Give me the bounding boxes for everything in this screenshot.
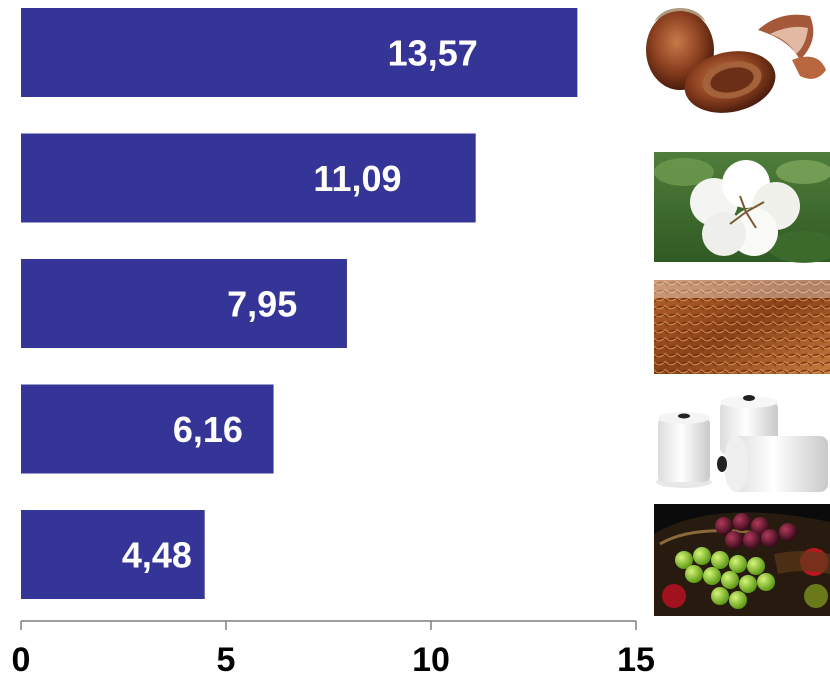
bar-0 (21, 8, 578, 97)
bar-2 (21, 259, 347, 348)
yarn-spools-image (654, 390, 830, 496)
cotton-image (654, 152, 830, 263)
x-axis-ticks: 0 5 10 15 (12, 621, 655, 675)
bar-1 (21, 133, 476, 223)
x-axis-tick-label: 0 (12, 641, 31, 675)
bar-value-labels: 13,57 11,09 7,95 6,16 4,48 (122, 33, 478, 576)
bar-value-label: 13,57 (388, 33, 478, 74)
hazelnut-image (640, 0, 830, 118)
bar-3 (21, 384, 274, 474)
bar-value-label: 4,48 (122, 535, 192, 576)
bars (21, 8, 578, 599)
x-axis-tick-label: 10 (412, 641, 450, 675)
x-axis: 0 5 10 15 (12, 620, 655, 675)
x-axis-tick-label: 15 (617, 641, 655, 675)
x-axis-tick-label: 5 (217, 641, 236, 675)
grapes-fruit-basket-image (654, 504, 830, 616)
bar-4 (21, 510, 205, 599)
bar-value-label: 7,95 (227, 284, 297, 325)
bar-value-label: 11,09 (313, 158, 401, 199)
tobacco-image (654, 280, 830, 374)
bar-value-label: 6,16 (173, 409, 243, 450)
